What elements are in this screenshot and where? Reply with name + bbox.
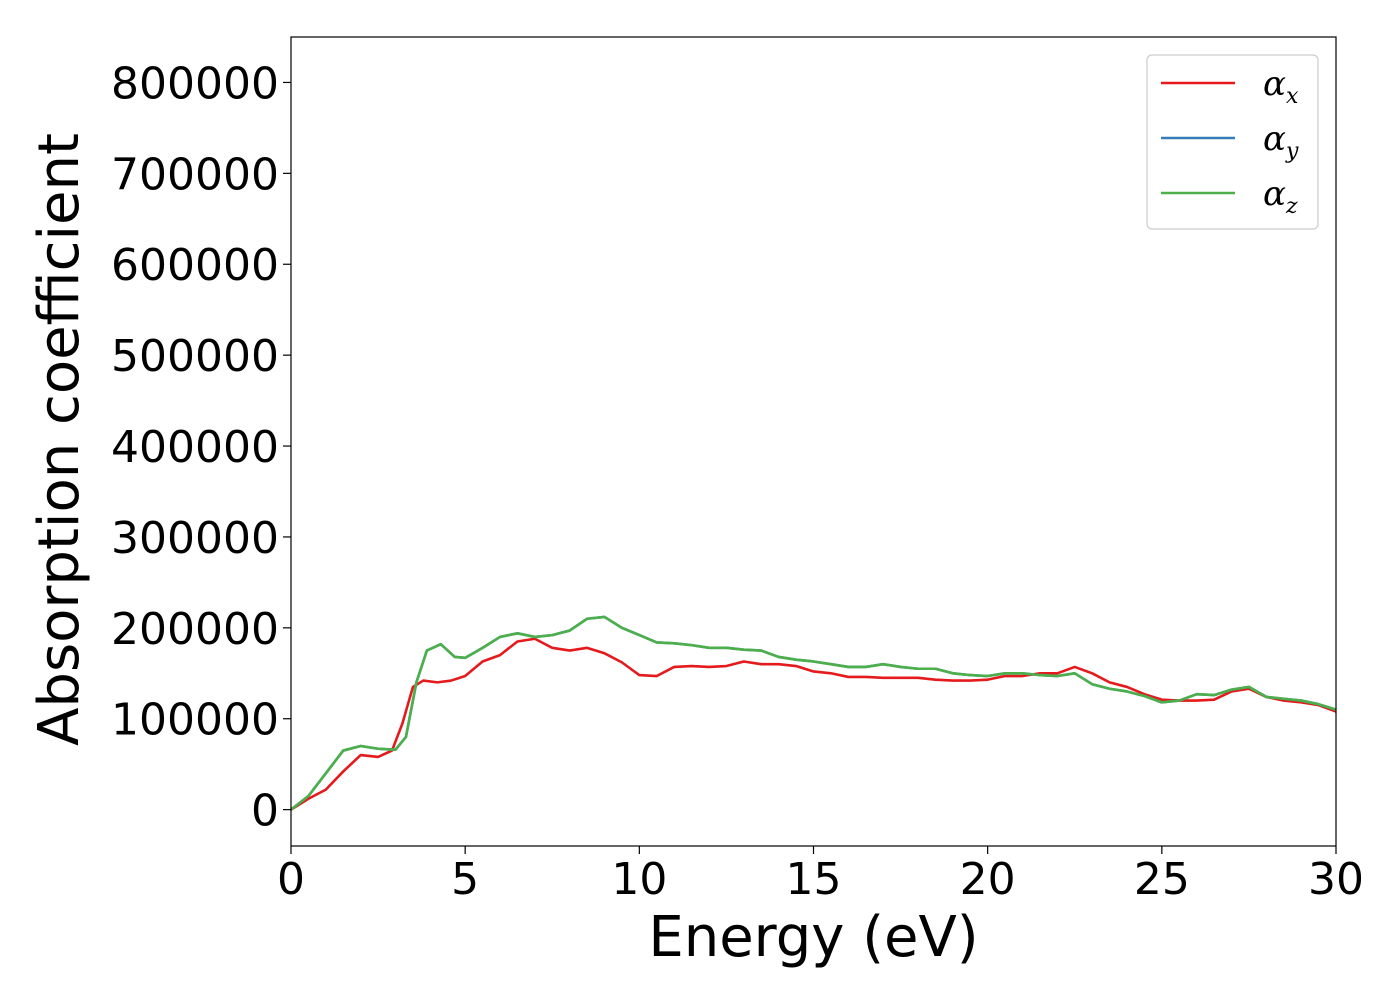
legend-label-base: α <box>1263 174 1286 214</box>
x-tick-label: 20 <box>960 854 1016 905</box>
y-tick-label: 400000 <box>111 422 279 473</box>
y-tick-label: 700000 <box>111 149 279 200</box>
y-axis-label: Absorption coefficient <box>27 133 92 746</box>
legend-label-base: α <box>1263 119 1286 159</box>
series-line-z <box>290 615 1337 811</box>
series-layer <box>290 615 1337 811</box>
y-tick-label: 800000 <box>111 58 279 109</box>
x-tick-label: 5 <box>451 854 479 905</box>
y-tick-label: 0 <box>251 786 279 837</box>
legend-label-x: αx <box>1263 64 1299 109</box>
x-tick-label: 15 <box>786 854 842 905</box>
legend-label-subscript: x <box>1286 84 1299 109</box>
legend-label-subscript: y <box>1285 139 1299 164</box>
x-axis-label: Energy (eV) <box>648 905 978 970</box>
legend-label-subscript: z <box>1285 194 1298 219</box>
y-tick-label: 600000 <box>111 240 279 291</box>
legend-box <box>1146 54 1319 230</box>
legend-label-z: αz <box>1263 174 1298 219</box>
x-tick-label: 10 <box>611 854 667 905</box>
y-tick-label: 200000 <box>111 604 279 655</box>
legend-label-y: αy <box>1263 119 1299 164</box>
series-line-x <box>290 637 1337 811</box>
y-tick-label: 300000 <box>111 513 279 564</box>
x-tick-label: 0 <box>277 854 305 905</box>
y-axis-ticks: 0 100000 200000 300000 400000 500000 600000 700… <box>111 58 291 837</box>
y-tick-label: 100000 <box>111 695 279 746</box>
x-tick-label: 30 <box>1308 854 1364 905</box>
legend-label-base: α <box>1263 64 1286 104</box>
x-tick-label: 25 <box>1134 854 1190 905</box>
y-tick-label: 500000 <box>111 331 279 382</box>
x-axis-ticks: 0 5 10 15 20 25 30 <box>277 846 1364 905</box>
